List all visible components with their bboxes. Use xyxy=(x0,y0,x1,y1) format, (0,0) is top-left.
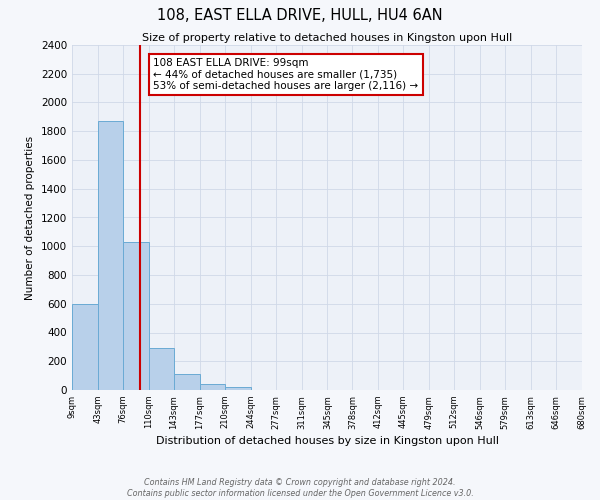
Text: 108, EAST ELLA DRIVE, HULL, HU4 6AN: 108, EAST ELLA DRIVE, HULL, HU4 6AN xyxy=(157,8,443,22)
X-axis label: Distribution of detached houses by size in Kingston upon Hull: Distribution of detached houses by size … xyxy=(155,436,499,446)
Bar xyxy=(72,304,98,390)
Bar xyxy=(200,384,225,390)
Text: Contains HM Land Registry data © Crown copyright and database right 2024.
Contai: Contains HM Land Registry data © Crown c… xyxy=(127,478,473,498)
Y-axis label: Number of detached properties: Number of detached properties xyxy=(25,136,35,300)
Bar xyxy=(225,387,251,390)
Bar xyxy=(123,242,149,390)
Bar xyxy=(98,121,123,390)
Bar xyxy=(174,374,200,390)
Title: Size of property relative to detached houses in Kingston upon Hull: Size of property relative to detached ho… xyxy=(142,33,512,43)
Bar xyxy=(149,348,174,390)
Text: 108 EAST ELLA DRIVE: 99sqm
← 44% of detached houses are smaller (1,735)
53% of s: 108 EAST ELLA DRIVE: 99sqm ← 44% of deta… xyxy=(154,58,418,91)
